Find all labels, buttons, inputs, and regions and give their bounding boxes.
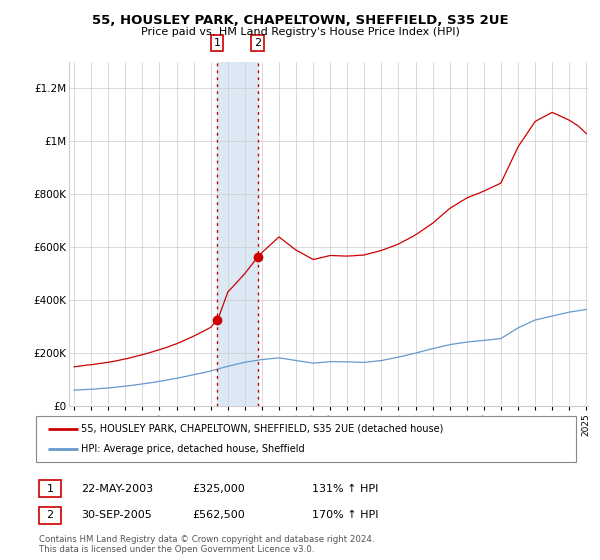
- Text: 22-MAY-2003: 22-MAY-2003: [81, 484, 153, 494]
- Text: 2: 2: [47, 510, 53, 520]
- Text: 55, HOUSLEY PARK, CHAPELTOWN, SHEFFIELD, S35 2UE (detached house): 55, HOUSLEY PARK, CHAPELTOWN, SHEFFIELD,…: [81, 424, 443, 434]
- Text: £562,500: £562,500: [192, 510, 245, 520]
- Text: 2: 2: [254, 38, 261, 48]
- Text: Price paid vs. HM Land Registry's House Price Index (HPI): Price paid vs. HM Land Registry's House …: [140, 27, 460, 37]
- Text: 170% ↑ HPI: 170% ↑ HPI: [312, 510, 379, 520]
- Text: 131% ↑ HPI: 131% ↑ HPI: [312, 484, 379, 494]
- Text: 1: 1: [47, 484, 53, 494]
- Text: 1: 1: [214, 38, 221, 48]
- Text: 30-SEP-2005: 30-SEP-2005: [81, 510, 152, 520]
- Text: 55, HOUSLEY PARK, CHAPELTOWN, SHEFFIELD, S35 2UE: 55, HOUSLEY PARK, CHAPELTOWN, SHEFFIELD,…: [92, 14, 508, 27]
- Bar: [217, 62, 257, 406]
- Text: HPI: Average price, detached house, Sheffield: HPI: Average price, detached house, Shef…: [81, 444, 305, 454]
- Text: Contains HM Land Registry data © Crown copyright and database right 2024.
This d: Contains HM Land Registry data © Crown c…: [39, 535, 374, 554]
- Text: £325,000: £325,000: [192, 484, 245, 494]
